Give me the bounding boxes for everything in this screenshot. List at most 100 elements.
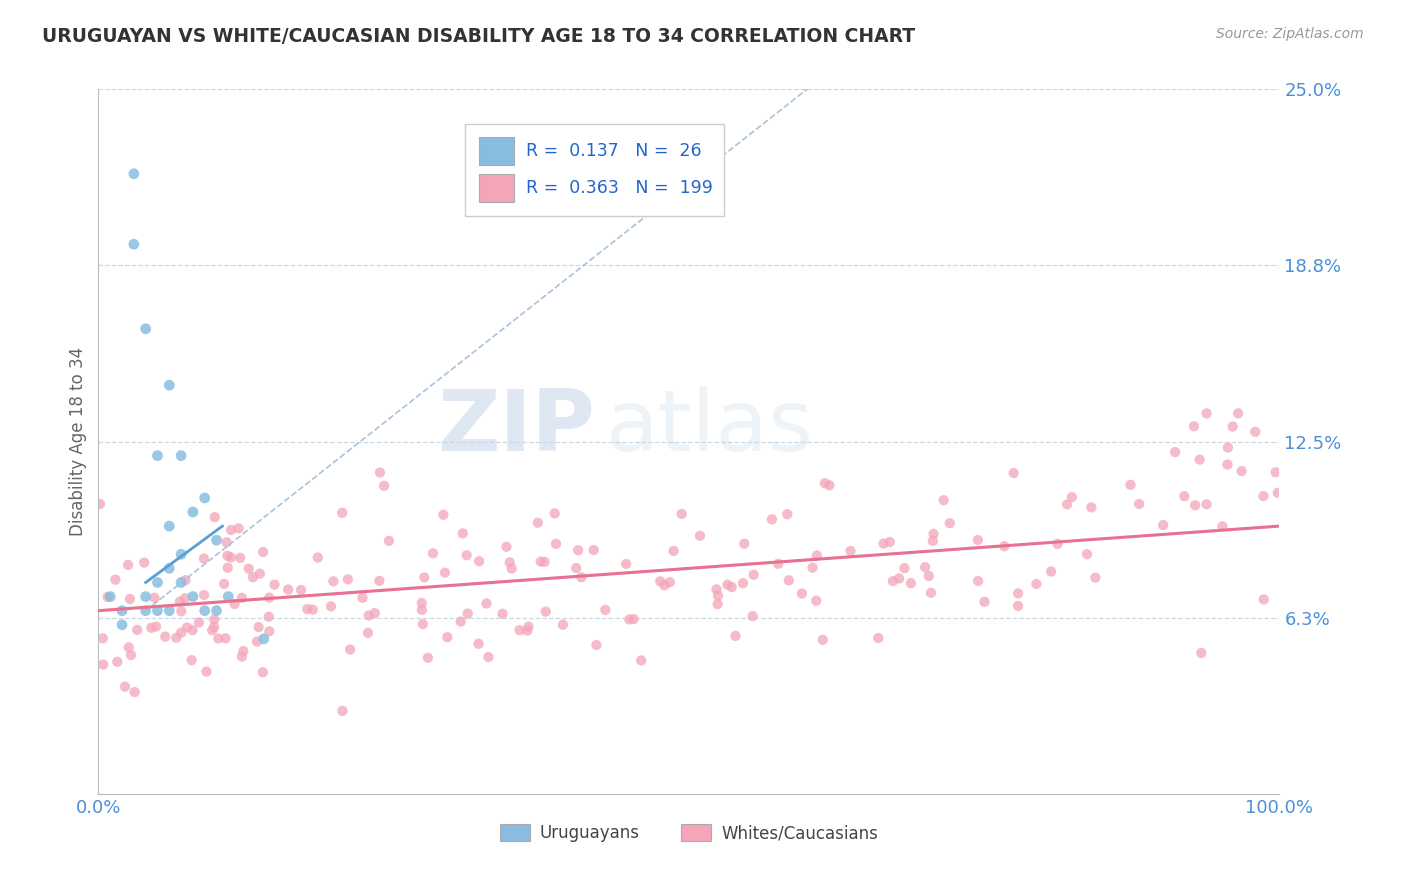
- Point: [188, 615, 211, 630]
- Point: [378, 533, 401, 548]
- Point: [364, 606, 387, 620]
- FancyBboxPatch shape: [478, 137, 515, 165]
- Point: [662, 544, 685, 558]
- Point: [114, 680, 136, 694]
- Point: [332, 704, 354, 718]
- FancyBboxPatch shape: [478, 174, 515, 202]
- Point: [868, 631, 890, 645]
- Point: [413, 570, 436, 584]
- Point: [451, 526, 474, 541]
- Point: [477, 650, 499, 665]
- Point: [193, 588, 215, 602]
- Point: [252, 545, 274, 559]
- Point: [1164, 445, 1187, 459]
- Point: [900, 576, 922, 591]
- Point: [879, 535, 901, 549]
- Point: [724, 629, 747, 643]
- Point: [806, 593, 828, 607]
- Point: [551, 617, 574, 632]
- Point: [157, 378, 180, 392]
- Point: [993, 539, 1015, 553]
- Point: [671, 507, 693, 521]
- Point: [475, 597, 498, 611]
- Point: [180, 653, 202, 667]
- Point: [706, 597, 728, 611]
- Point: [1189, 646, 1212, 660]
- Point: [533, 555, 555, 569]
- Point: [623, 612, 645, 626]
- Point: [157, 561, 180, 575]
- Point: [97, 590, 120, 604]
- Point: [509, 623, 531, 637]
- Point: [707, 589, 730, 603]
- Point: [544, 507, 567, 521]
- Point: [202, 612, 225, 626]
- Point: [801, 560, 824, 574]
- Point: [921, 533, 943, 548]
- Point: [689, 529, 711, 543]
- Point: [263, 577, 285, 591]
- Point: [1195, 406, 1218, 420]
- Point: [839, 544, 862, 558]
- Point: [301, 602, 323, 616]
- Point: [491, 607, 513, 621]
- Point: [1128, 497, 1150, 511]
- Point: [1222, 419, 1244, 434]
- Point: [1025, 577, 1047, 591]
- Point: [1244, 425, 1267, 439]
- Point: [595, 603, 617, 617]
- Point: [170, 625, 193, 640]
- Point: [733, 537, 755, 551]
- Point: [967, 533, 990, 547]
- Point: [1080, 500, 1102, 515]
- Point: [91, 632, 114, 646]
- Point: [436, 630, 458, 644]
- Point: [1119, 478, 1142, 492]
- Point: [731, 576, 754, 591]
- Point: [650, 574, 672, 589]
- Legend: Uruguayans, Whites/Caucasians: Uruguayans, Whites/Caucasians: [494, 817, 884, 849]
- Point: [1184, 499, 1206, 513]
- Point: [1230, 464, 1253, 478]
- Point: [1002, 466, 1025, 480]
- Point: [155, 630, 177, 644]
- Point: [761, 512, 783, 526]
- Point: [135, 604, 157, 618]
- Point: [118, 591, 141, 606]
- Point: [215, 535, 238, 549]
- Point: [1216, 458, 1239, 472]
- Point: [195, 665, 218, 679]
- Point: [569, 570, 592, 584]
- Point: [357, 608, 380, 623]
- Point: [170, 547, 193, 561]
- Point: [207, 632, 229, 646]
- Point: [619, 612, 641, 626]
- Point: [887, 571, 910, 585]
- Point: [120, 648, 142, 662]
- Point: [170, 449, 193, 463]
- Point: [259, 624, 281, 639]
- Point: [516, 624, 538, 638]
- Point: [585, 638, 607, 652]
- Point: [231, 591, 253, 605]
- Point: [122, 237, 145, 252]
- Point: [194, 604, 217, 618]
- Point: [1076, 547, 1098, 561]
- Point: [174, 591, 197, 606]
- Point: [145, 619, 167, 633]
- Point: [205, 604, 228, 618]
- Point: [249, 566, 271, 581]
- Point: [914, 560, 936, 574]
- Point: [336, 573, 359, 587]
- Point: [204, 510, 226, 524]
- Point: [165, 631, 187, 645]
- Point: [716, 577, 738, 591]
- Point: [368, 574, 391, 588]
- Point: [1046, 537, 1069, 551]
- Point: [1216, 441, 1239, 455]
- Point: [811, 632, 834, 647]
- Point: [181, 590, 204, 604]
- Point: [741, 609, 763, 624]
- Point: [527, 516, 550, 530]
- Point: [111, 604, 134, 618]
